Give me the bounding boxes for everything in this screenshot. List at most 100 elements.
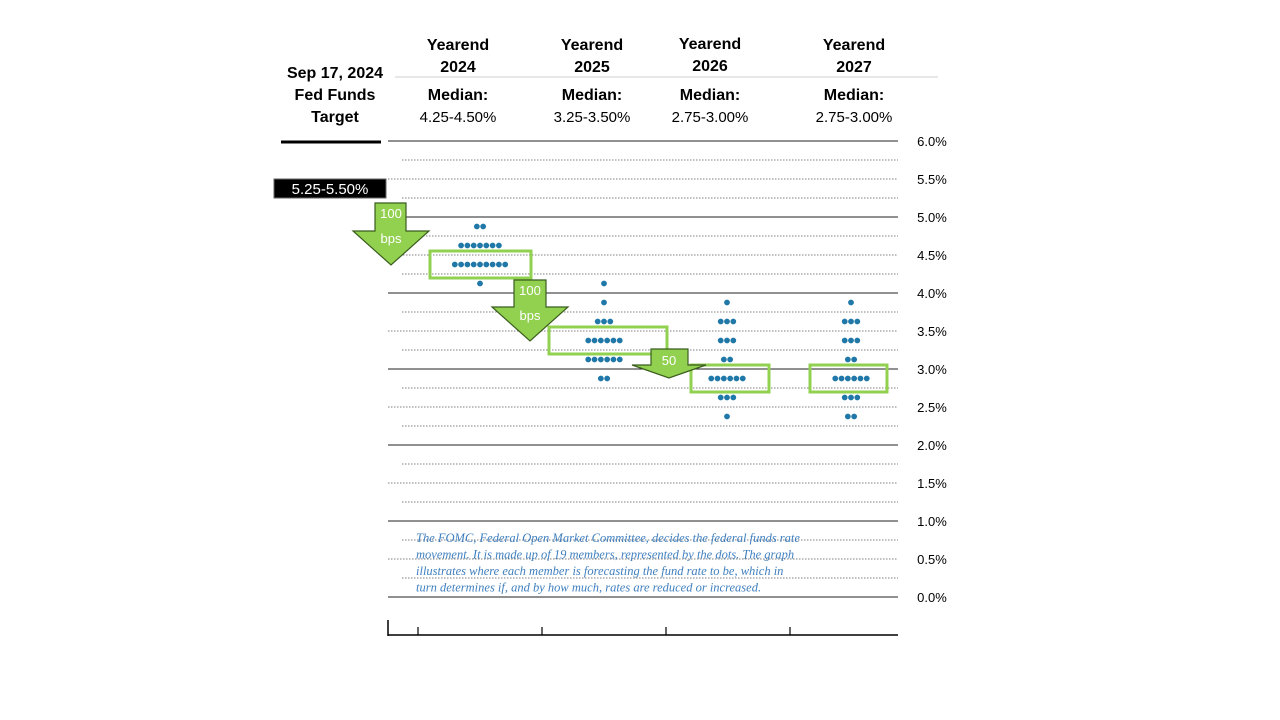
member-dot (848, 318, 854, 325)
member-dot (854, 337, 861, 344)
column-title: Yearend (679, 36, 741, 53)
median-value: 3.25-3.50% (554, 109, 631, 126)
member-dot (720, 375, 727, 382)
member-dot (616, 337, 623, 344)
member-dot (597, 356, 604, 363)
arrow-label: bps (381, 231, 402, 246)
member-dot (733, 375, 740, 382)
member-dot (863, 375, 870, 382)
member-dot (451, 261, 458, 268)
member-dot (458, 261, 464, 268)
x-axis (387, 620, 898, 636)
median-box (547, 325, 669, 356)
median-boxes (428, 249, 889, 394)
member-dot (597, 337, 604, 344)
member-dot (496, 242, 502, 249)
arrow-label: 50 (662, 353, 676, 368)
arrow-label: 100 (380, 206, 402, 221)
member-dot (464, 261, 471, 268)
current-label-line-1: Sep 17, 2024 (287, 65, 383, 82)
note-line: turn determines if, and by how much, rat… (416, 581, 761, 595)
member-dot (730, 337, 737, 344)
member-dot (458, 242, 464, 249)
column-title: 2026 (692, 58, 728, 75)
column-title: Yearend (427, 37, 489, 54)
median-label: Median: (824, 87, 884, 104)
y-tick-label: 0.0% (917, 590, 947, 605)
current-target-range: 5.25-5.50% (292, 181, 369, 198)
median-box (808, 363, 889, 394)
current-target-rect (273, 178, 387, 199)
member-dot (489, 242, 496, 249)
member-dot (591, 356, 598, 363)
arrow-label: 100 (519, 283, 541, 298)
member-dot (489, 261, 496, 268)
y-tick-label: 5.0% (917, 210, 947, 225)
member-dot (832, 375, 839, 382)
note-line: movement. It is made up of 19 members, r… (416, 548, 794, 562)
member-dot (594, 318, 601, 325)
column-headers: Yearend 2024 Median: 4.25-4.50% Yearend 2025 M… (395, 36, 938, 126)
y-tick-label: 5.5% (917, 172, 947, 187)
member-dot (854, 318, 861, 325)
y-tick-label: 1.5% (917, 476, 947, 491)
member-dot (610, 356, 617, 363)
member-dot (844, 356, 851, 363)
member-dot (480, 223, 487, 230)
member-dot (724, 337, 730, 344)
column-title: 2025 (574, 59, 610, 76)
member-dot (851, 413, 858, 420)
y-tick-label: 2.5% (917, 400, 947, 415)
arrow-shape (490, 279, 570, 342)
member-dots (451, 223, 870, 420)
member-dot (470, 261, 477, 268)
member-dot (717, 394, 724, 401)
explanatory-note: The FOMC, Federal Open Market Committee,… (416, 531, 800, 595)
current-label-line-3: Target (311, 109, 359, 126)
column-title: 2027 (836, 59, 872, 76)
column-title: 2024 (440, 59, 476, 76)
arrow-label: bps (520, 308, 541, 323)
member-dot (477, 242, 483, 249)
member-dot (604, 356, 611, 363)
member-dot (848, 394, 854, 401)
current-target-header: Sep 17, 2024 Fed Funds Target (281, 65, 383, 144)
member-dot (601, 318, 607, 325)
member-dot (730, 394, 737, 401)
note-line: The FOMC, Federal Open Market Committee,… (416, 531, 800, 545)
member-dot (724, 394, 730, 401)
member-dot (838, 375, 845, 382)
member-dot (848, 299, 854, 306)
median-box (689, 363, 771, 394)
median-value: 2.75-3.00% (672, 109, 749, 126)
member-dot (854, 394, 861, 401)
member-dot (585, 356, 592, 363)
median-box (428, 249, 533, 280)
member-dot (841, 337, 848, 344)
y-tick-label: 4.5% (917, 248, 947, 263)
member-dot (841, 394, 848, 401)
member-dot (591, 337, 598, 344)
current-label-line-2: Fed Funds (295, 87, 376, 104)
median-label: Median: (428, 87, 488, 104)
y-tick-label: 2.0% (917, 438, 947, 453)
member-dot (616, 356, 623, 363)
member-dot (604, 375, 611, 382)
arrow-shape (351, 202, 431, 266)
member-dot (724, 318, 730, 325)
note-line: illustrates where each member is forecas… (416, 564, 783, 578)
member-dot (724, 413, 730, 420)
median-value: 4.25-4.50% (420, 109, 497, 126)
member-dot (717, 318, 724, 325)
member-dot (708, 375, 715, 382)
member-dot (607, 318, 614, 325)
member-dot (585, 337, 592, 344)
member-dot (502, 261, 509, 268)
member-dot (483, 242, 490, 249)
member-dot (496, 261, 502, 268)
member-dot (848, 337, 854, 344)
column-title: Yearend (823, 37, 885, 54)
member-dot (844, 413, 851, 420)
member-dot (730, 318, 737, 325)
